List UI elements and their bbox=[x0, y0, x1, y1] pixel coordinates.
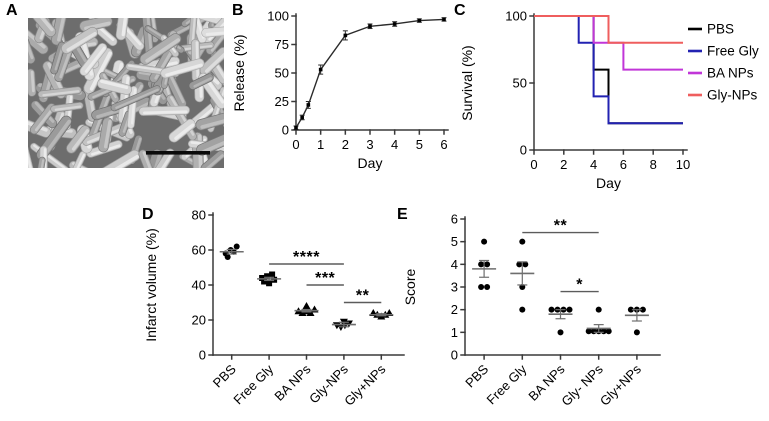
svg-text:**: ** bbox=[554, 218, 568, 235]
svg-text:2: 2 bbox=[560, 157, 567, 172]
svg-text:1: 1 bbox=[451, 325, 458, 340]
svg-text:25: 25 bbox=[275, 94, 289, 109]
svg-text:Infarct volume (%): Infarct volume (%) bbox=[143, 228, 159, 342]
svg-text:***: *** bbox=[315, 270, 335, 287]
svg-text:0: 0 bbox=[520, 143, 527, 158]
panel-label-b: B bbox=[232, 2, 244, 19]
svg-text:0: 0 bbox=[451, 348, 458, 363]
svg-text:0: 0 bbox=[530, 157, 537, 172]
svg-text:4: 4 bbox=[590, 157, 597, 172]
svg-text:50: 50 bbox=[275, 66, 289, 81]
panel-a-sem-image bbox=[28, 18, 224, 168]
svg-text:80: 80 bbox=[192, 208, 206, 223]
svg-text:4: 4 bbox=[391, 137, 398, 152]
svg-text:Free Gly: Free Gly bbox=[484, 361, 530, 407]
panel-label-d: D bbox=[142, 206, 154, 223]
svg-text:Gly+NPs: Gly+NPs bbox=[341, 361, 388, 408]
svg-text:2: 2 bbox=[342, 137, 349, 152]
svg-text:5: 5 bbox=[416, 137, 423, 152]
svg-text:10: 10 bbox=[676, 157, 690, 172]
svg-text:20: 20 bbox=[192, 313, 206, 328]
svg-text:BA NPs: BA NPs bbox=[707, 66, 754, 81]
svg-text:3: 3 bbox=[451, 280, 458, 295]
panel-c-survival-chart: 0 50 100 Survival (%) 0 2 4 6 8 10 Day PBS Free Gly B… bbox=[459, 9, 759, 192]
svg-text:6: 6 bbox=[440, 137, 447, 152]
svg-text:****: **** bbox=[293, 249, 320, 266]
svg-text:3: 3 bbox=[366, 137, 373, 152]
svg-text:1: 1 bbox=[317, 137, 324, 152]
svg-text:Gly+NPs: Gly+NPs bbox=[597, 361, 644, 408]
svg-text:0: 0 bbox=[292, 137, 299, 152]
svg-text:8: 8 bbox=[650, 157, 657, 172]
svg-text:Day: Day bbox=[596, 175, 621, 191]
svg-text:6: 6 bbox=[451, 212, 458, 227]
svg-text:60: 60 bbox=[192, 243, 206, 258]
svg-text:Gly- NPs: Gly- NPs bbox=[558, 361, 606, 409]
svg-text:100: 100 bbox=[505, 9, 527, 24]
svg-text:6: 6 bbox=[620, 157, 627, 172]
panel-label-e: E bbox=[397, 206, 408, 223]
svg-text:0: 0 bbox=[282, 123, 289, 138]
svg-text:**: ** bbox=[356, 288, 370, 305]
svg-text:PBS: PBS bbox=[707, 22, 734, 37]
svg-text:2: 2 bbox=[451, 302, 458, 317]
svg-text:4: 4 bbox=[451, 257, 458, 272]
svg-text:Score: Score bbox=[402, 269, 418, 306]
panel-label-a: A bbox=[6, 2, 18, 19]
svg-text:50: 50 bbox=[513, 76, 527, 91]
svg-text:5: 5 bbox=[451, 234, 458, 249]
svg-text:75: 75 bbox=[275, 37, 289, 52]
svg-text:0: 0 bbox=[199, 348, 206, 363]
svg-text:*: * bbox=[576, 277, 583, 294]
svg-text:Release (%): Release (%) bbox=[231, 34, 247, 111]
svg-text:Day: Day bbox=[358, 155, 383, 171]
svg-text:40: 40 bbox=[192, 278, 206, 293]
svg-text:Free Gly: Free Gly bbox=[230, 361, 276, 407]
svg-text:Free Gly: Free Gly bbox=[707, 44, 759, 59]
panel-b-release-chart: 0 25 50 75 100 Release (%) 0 1 2 3 4 5 6 Day bbox=[231, 9, 449, 171]
svg-text:PBS: PBS bbox=[462, 361, 491, 390]
svg-text:Gly-NPs: Gly-NPs bbox=[707, 88, 757, 103]
svg-text:Survival (%): Survival (%) bbox=[459, 45, 475, 120]
svg-text:PBS: PBS bbox=[210, 361, 239, 390]
panel-label-c: C bbox=[454, 2, 466, 19]
svg-text:100: 100 bbox=[267, 9, 289, 24]
